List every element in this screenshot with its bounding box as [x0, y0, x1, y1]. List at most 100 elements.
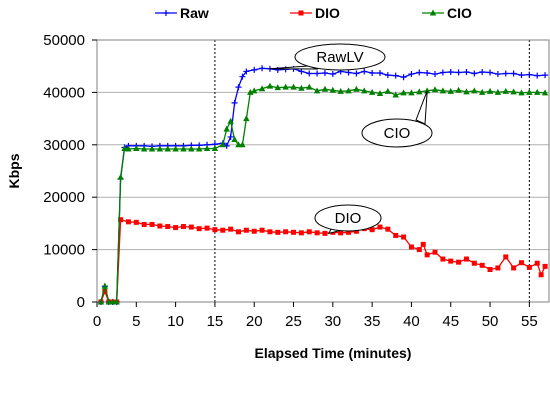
- dio-point: [235, 229, 241, 235]
- cio-point: [368, 88, 376, 95]
- raw-point: [487, 69, 494, 76]
- raw-point: [353, 70, 360, 77]
- raw-point: [251, 66, 258, 73]
- cio-point: [251, 87, 258, 94]
- dio-point: [157, 223, 163, 229]
- dio-point: [314, 230, 320, 236]
- dio-point: [228, 226, 234, 232]
- raw-point: [329, 71, 336, 78]
- cio-point: [219, 141, 226, 148]
- dio-point: [534, 260, 540, 266]
- dio-point: [401, 234, 407, 240]
- cio-callout-bubble: [361, 118, 433, 148]
- cio-point: [345, 87, 352, 94]
- dio-point: [393, 232, 399, 238]
- y-tick-label: 50000: [43, 32, 85, 49]
- x-tick-label: 30: [324, 313, 341, 330]
- raw-point: [494, 71, 501, 78]
- raw-point: [369, 70, 376, 77]
- cio-callout-pointer: [415, 90, 428, 125]
- callouts: RawLV CIO DIO: [269, 43, 433, 235]
- raw-point: [384, 72, 391, 79]
- dio-point: [275, 229, 281, 235]
- raw-point: [455, 69, 462, 76]
- cio-point: [156, 145, 164, 152]
- cio-point: [463, 88, 470, 95]
- raw-point: [526, 71, 533, 78]
- dio-point: [102, 289, 108, 295]
- dio-point: [196, 226, 202, 232]
- cio-point: [188, 145, 195, 152]
- cio-point: [282, 83, 289, 90]
- cio-point: [478, 88, 486, 95]
- x-axis-title: Elapsed Time (minutes): [255, 345, 412, 361]
- cio-point: [431, 86, 439, 93]
- cio-point: [258, 85, 266, 92]
- cio-point: [172, 145, 179, 152]
- cio-point: [247, 88, 254, 95]
- x-tick-label: 35: [364, 313, 381, 330]
- dio-point: [259, 227, 265, 233]
- plot-frame: [96, 39, 550, 303]
- raw-point: [227, 133, 234, 140]
- dio-point: [385, 226, 391, 232]
- cio-point: [274, 84, 281, 91]
- cio-point: [243, 115, 250, 122]
- legend-marker-raw: [163, 10, 169, 16]
- raw-point: [314, 70, 321, 77]
- y-tick-label: 20000: [43, 189, 85, 206]
- raw-point: [235, 84, 242, 91]
- x-tick-label: 15: [207, 313, 224, 330]
- raw-point: [471, 70, 478, 77]
- dio-point: [251, 228, 257, 234]
- dio-point: [267, 229, 273, 235]
- cio-point: [439, 87, 447, 94]
- dio-point: [448, 258, 454, 264]
- dio-point: [291, 229, 297, 235]
- axes: 0 10000 20000 30000 40000 50000 0 5 10 15 20 25 30 35…: [43, 32, 537, 330]
- rawlv-callout-bubble: [294, 43, 386, 71]
- y-tick-label: 40000: [43, 84, 85, 101]
- dio-point: [408, 244, 414, 250]
- dio-callout-text: DIO: [335, 210, 362, 227]
- cio-point: [298, 84, 305, 91]
- dio-point: [424, 252, 430, 258]
- dio-point: [542, 263, 548, 269]
- y-tick-label: 30000: [43, 137, 85, 154]
- raw-point: [518, 72, 525, 79]
- dio-point: [306, 229, 312, 235]
- raw-point: [259, 65, 266, 72]
- raw-point: [306, 70, 313, 77]
- raw-point: [432, 71, 439, 78]
- rawlv-callout: RawLV: [269, 43, 386, 71]
- vertical-markers: [214, 40, 530, 302]
- dio-point: [346, 229, 352, 235]
- cio-point: [486, 87, 494, 94]
- x-tick-label: 10: [167, 313, 184, 330]
- dio-point: [283, 229, 289, 235]
- legend-label-dio: DIO: [315, 5, 340, 21]
- dio-point: [487, 267, 493, 273]
- dio-series: [98, 217, 548, 305]
- dio-point: [503, 254, 509, 260]
- cio-series: [97, 82, 549, 305]
- dio-point: [538, 272, 544, 278]
- raw-point: [510, 70, 517, 77]
- legend-marker-cio: [429, 9, 437, 16]
- cio-point: [541, 89, 549, 96]
- dio-point: [416, 247, 422, 253]
- cio-point: [227, 117, 234, 124]
- legend-item-dio: DIO: [290, 5, 340, 21]
- dio-point: [463, 256, 469, 262]
- x-tick-label: 40: [403, 313, 420, 330]
- cio-point: [239, 141, 246, 148]
- y-tick-label: 0: [77, 294, 85, 311]
- dio-point: [133, 219, 139, 225]
- raw-point: [361, 68, 368, 75]
- raw-point: [542, 72, 549, 79]
- series-layer: [97, 65, 549, 305]
- dio-point: [220, 227, 226, 233]
- raw-point: [400, 74, 407, 81]
- cio-point: [180, 145, 187, 152]
- raw-point: [424, 70, 431, 77]
